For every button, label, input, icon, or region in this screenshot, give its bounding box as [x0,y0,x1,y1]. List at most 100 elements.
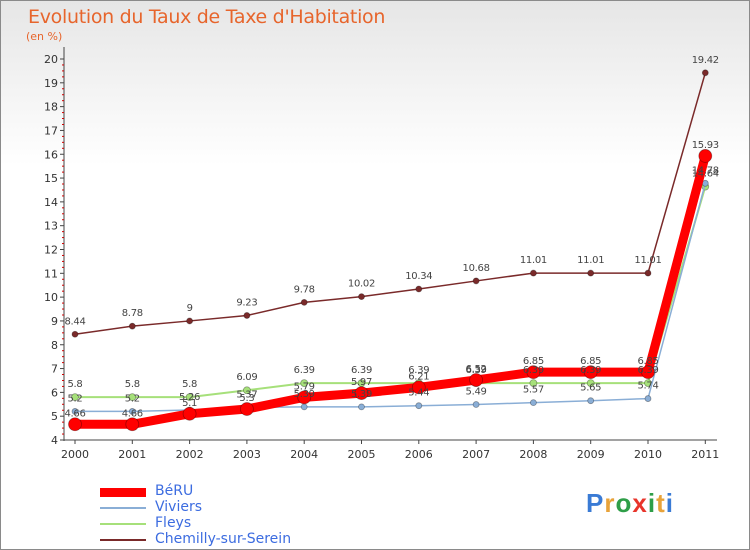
data-label-chemillysurserein: 9.78 [294,284,315,295]
y-unit-label: (en %) [26,30,63,43]
data-label-bru: 5.97 [351,377,372,388]
data-label-viviers: 5.26 [179,392,200,403]
y-tick-label: 10 [44,291,58,304]
data-label-chemillysurserein: 11.01 [634,255,661,266]
data-label-fleys: 6.39 [466,365,487,376]
data-label-bru: 6.85 [637,356,658,367]
data-point-fleys [357,379,366,387]
data-point-fleys [242,386,251,395]
data-label-fleys: 6.39 [637,365,658,376]
data-label-viviers: 5.39 [351,389,372,400]
data-point-chemillysurserein [530,269,537,277]
data-point-bru [239,402,254,416]
data-point-bru [698,149,713,163]
data-point-fleys [71,393,79,402]
data-point-fleys [300,379,309,387]
legend-swatch-bru [100,487,146,497]
data-label-chemillysurserein: 10.68 [463,263,490,274]
y-tick-label: 9 [51,315,58,328]
x-tick-label: 2005 [348,448,376,461]
data-point-viviers [358,403,365,411]
logo-letter: r [604,488,616,518]
data-label-fleys: 6.09 [236,372,257,383]
series-line-viviers [75,183,707,413]
y-tick-label: 16 [44,148,58,161]
data-label-bru: 4.66 [64,408,85,419]
data-point-viviers [472,401,480,408]
y-tick-label: 15 [44,172,58,185]
data-point-fleys [529,379,538,387]
y-tick-label: 8 [51,339,58,352]
data-point-viviers [71,408,79,415]
data-label-bru: 4.66 [122,408,143,419]
data-point-viviers [415,402,423,410]
data-label-viviers: 14.78 [692,165,719,176]
data-label-viviers: 5.74 [637,381,658,392]
data-label-viviers: 5.49 [466,387,487,398]
y-tick-label: 13 [44,220,58,233]
y-tick-label: 19 [44,77,58,90]
data-point-chemillysurserein [644,269,652,277]
y-tick-label: 14 [44,196,58,209]
data-label-fleys: 5.8 [125,379,140,390]
y-tick-label: 5 [51,410,58,423]
legend-label-chemillysurserein: Chemilly-sur-Serein [155,531,292,547]
data-point-chemillysurserein [71,330,79,338]
x-tick-label: 2002 [176,448,204,461]
y-tick-label: 7 [51,363,58,376]
data-label-chemillysurserein: 8.78 [122,308,143,319]
data-label-viviers: 5.2 [67,393,82,404]
x-tick-label: 2003 [233,448,261,461]
data-label-fleys: 6.39 [294,365,315,376]
logo-letter: t [656,488,666,518]
data-label-bru: 5.1 [182,398,197,409]
data-label-chemillysurserein: 9.23 [236,297,257,308]
data-point-chemillysurserein [701,69,709,77]
legend-label-bru: BéRU [155,483,194,499]
x-tick-label: 2001 [118,448,146,461]
series-line-chemillysurserein [74,72,707,336]
y-tick-label: 12 [44,244,58,257]
data-point-bru [583,365,598,380]
x-tick-label: 2011 [691,448,719,461]
x-tick-label: 2008 [519,448,547,461]
data-label-fleys: 5.8 [67,379,82,390]
data-label-chemillysurserein: 10.34 [405,271,432,282]
data-point-bru [469,373,484,387]
logo-letter: o [615,488,633,518]
data-label-fleys: 14.64 [692,169,719,180]
series-line-fleys [75,186,707,399]
logo-letter: x [632,488,648,518]
data-label-viviers: 5.65 [580,383,601,394]
data-point-bru [526,365,541,380]
data-label-viviers: 5.57 [523,385,544,396]
data-label-chemillysurserein: 11.01 [577,255,604,266]
data-label-bru: 6.52 [466,364,487,375]
data-point-chemillysurserein [128,322,136,330]
data-label-viviers: 5.39 [294,389,315,400]
data-label-chemillysurserein: 19.42 [692,55,719,66]
legend-label-fleys: Fleys [155,515,192,531]
data-label-bru: 6.21 [408,371,429,382]
x-tick-label: 2004 [290,448,318,461]
data-label-chemillysurserein: 10.02 [348,279,375,290]
data-point-viviers [300,403,308,411]
data-label-viviers: 5.44 [408,388,429,399]
data-label-chemillysurserein: 11.01 [520,255,547,266]
data-point-chemillysurserein [415,285,423,293]
y-tick-label: 4 [51,434,58,447]
data-point-chemillysurserein [472,277,480,285]
data-label-bru: 6.85 [523,356,544,367]
legend-swatch-chemillysurserein [100,539,146,541]
data-label-viviers: 5.37 [236,389,257,400]
data-point-chemillysurserein [186,317,194,325]
data-point-bru [125,417,140,432]
legend-label-viviers: Viviers [155,499,202,515]
y-tick-label: 20 [44,53,58,66]
series-line-bru [75,154,710,429]
y-tick-label: 18 [44,101,58,114]
data-label-chemillysurserein: 8.44 [64,316,85,327]
data-point-viviers [530,399,537,407]
legend-swatch-viviers [100,507,146,509]
